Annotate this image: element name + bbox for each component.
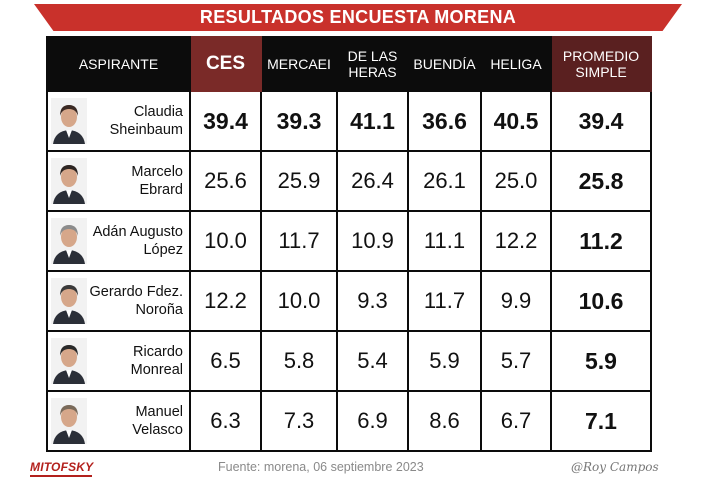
- value-cell: 39.3: [260, 90, 338, 152]
- candidate-name-line1: Gerardo Fdez.: [89, 284, 184, 300]
- value-cell: 11.7: [260, 210, 338, 272]
- value-cell: 40.5: [480, 90, 552, 152]
- table-row: Adán Augusto López 10.0 11.7 10.9 11.1 12.2 11.…: [46, 210, 652, 272]
- value-cell: 9.3: [336, 270, 409, 332]
- table-row: Gerardo Fdez. Noroña 12.2 10.0 9.3 11.7 9.9 10.…: [46, 270, 652, 332]
- value-cell: 26.4: [336, 150, 409, 212]
- logo-text: MITOFSKY: [30, 460, 94, 474]
- value-cell: 25.0: [480, 150, 552, 212]
- value-cell: 8.6: [407, 390, 482, 452]
- candidate-name: Adán Augusto López: [87, 223, 189, 259]
- candidate-name-line1: Claudia: [133, 104, 183, 120]
- candidate-name-line2: Velasco: [132, 422, 183, 438]
- header-ces: CES: [189, 36, 262, 92]
- candidate-name-line2: Monreal: [130, 362, 183, 378]
- promedio-cell: 5.9: [550, 330, 652, 392]
- promedio-cell: 10.6: [550, 270, 652, 332]
- header-promedio-simple: PROMEDIO SIMPLE: [550, 36, 652, 92]
- value-cell: 10.9: [336, 210, 409, 272]
- candidate-name-line1: Ricardo: [133, 344, 183, 360]
- candidate-name: Manuel Velasco: [87, 403, 189, 439]
- candidate-name-line2: López: [143, 242, 183, 258]
- promedio-cell: 7.1: [550, 390, 652, 452]
- value-cell: 39.4: [189, 90, 262, 152]
- candidate-cell: Manuel Velasco: [46, 390, 191, 452]
- promedio-cell: 39.4: [550, 90, 652, 152]
- value-cell: 26.1: [407, 150, 482, 212]
- value-cell: 41.1: [336, 90, 409, 152]
- candidate-photo-icon: [51, 338, 87, 384]
- value-cell: 5.7: [480, 330, 552, 392]
- header-promedio-line2: SIMPLE: [575, 64, 627, 80]
- value-cell: 10.0: [260, 270, 338, 332]
- candidate-photo-icon: [51, 98, 87, 144]
- mitofsky-logo: MITOFSKY: [30, 460, 94, 477]
- header-promedio-line1: PROMEDIO: [562, 48, 640, 64]
- header-row: ASPIRANTE CES MERCAEI DE LAS HERAS BUEND…: [46, 36, 652, 92]
- header-de-las-heras: DE LAS HERAS: [336, 36, 409, 92]
- value-cell: 12.2: [480, 210, 552, 272]
- candidate-photo-icon: [51, 398, 87, 444]
- promedio-cell: 11.2: [550, 210, 652, 272]
- candidate-name-line1: Marcelo: [131, 164, 183, 180]
- header-heras-line2: HERAS: [348, 64, 397, 80]
- candidate-name-line2: Ebrard: [139, 182, 183, 198]
- value-cell: 10.0: [189, 210, 262, 272]
- value-cell: 25.9: [260, 150, 338, 212]
- header-aspirante: ASPIRANTE: [46, 36, 191, 92]
- candidate-cell: Ricardo Monreal: [46, 330, 191, 392]
- value-cell: 6.3: [189, 390, 262, 452]
- candidate-cell: Claudia Sheinbaum: [46, 90, 191, 152]
- value-cell: 6.5: [189, 330, 262, 392]
- candidate-cell: Adán Augusto López: [46, 210, 191, 272]
- candidate-photo-icon: [51, 278, 87, 324]
- results-table: ASPIRANTE CES MERCAEI DE LAS HERAS BUEND…: [46, 36, 652, 452]
- title-banner: RESULTADOS ENCUESTA MORENA: [34, 4, 682, 31]
- value-cell: 6.9: [336, 390, 409, 452]
- candidate-photo-icon: [51, 218, 87, 264]
- candidate-name: Claudia Sheinbaum: [87, 103, 189, 139]
- value-cell: 25.6: [189, 150, 262, 212]
- value-cell: 36.6: [407, 90, 482, 152]
- header-heras-line1: DE LAS: [347, 48, 398, 64]
- value-cell: 5.9: [407, 330, 482, 392]
- value-cell: 11.7: [407, 270, 482, 332]
- promedio-cell: 25.8: [550, 150, 652, 212]
- table-row: Manuel Velasco 6.3 7.3 6.9 8.6 6.7 7.1: [46, 390, 652, 452]
- source-text: Fuente: morena, 06 septiembre 2023: [218, 460, 424, 474]
- table-row: Marcelo Ebrard 25.6 25.9 26.4 26.1 25.0 25.8: [46, 150, 652, 212]
- signature: @Roy Campos: [571, 460, 659, 474]
- page-title: RESULTADOS ENCUESTA MORENA: [199, 7, 517, 27]
- table-row: Ricardo Monreal 6.5 5.8 5.4 5.9 5.7 5.9: [46, 330, 652, 392]
- candidate-name-line1: Manuel: [135, 404, 183, 420]
- candidate-name-line2: Noroña: [135, 302, 183, 318]
- candidate-name-line1: Adán Augusto: [92, 224, 183, 240]
- value-cell: 11.1: [407, 210, 482, 272]
- header-buendia: BUENDÍA: [407, 36, 482, 92]
- header-mercaei: MERCAEI: [260, 36, 338, 92]
- candidate-name: Gerardo Fdez. Noroña: [87, 283, 189, 319]
- candidate-name-line2: Sheinbaum: [109, 122, 183, 138]
- value-cell: 7.3: [260, 390, 338, 452]
- value-cell: 12.2: [189, 270, 262, 332]
- table-row: Claudia Sheinbaum 39.4 39.3 41.1 36.6 40.5 39.4: [46, 90, 652, 152]
- value-cell: 6.7: [480, 390, 552, 452]
- header-heliga: HELIGA: [480, 36, 552, 92]
- candidate-cell: Gerardo Fdez. Noroña: [46, 270, 191, 332]
- value-cell: 5.8: [260, 330, 338, 392]
- value-cell: 9.9: [480, 270, 552, 332]
- candidate-cell: Marcelo Ebrard: [46, 150, 191, 212]
- candidate-photo-icon: [51, 158, 87, 204]
- value-cell: 5.4: [336, 330, 409, 392]
- candidate-name: Ricardo Monreal: [87, 343, 189, 379]
- candidate-name: Marcelo Ebrard: [87, 163, 189, 199]
